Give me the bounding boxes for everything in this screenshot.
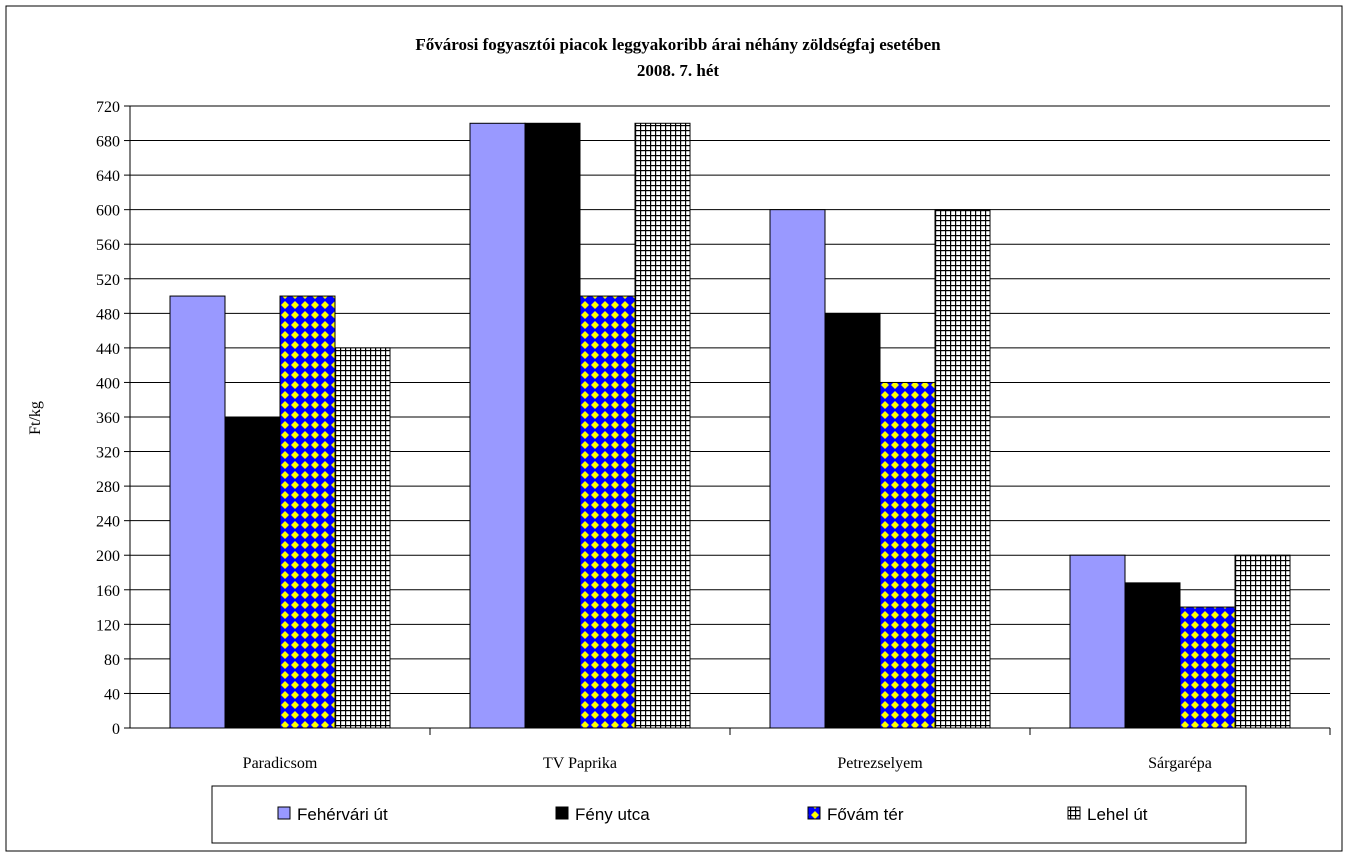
- bar-fővám-tér-tv-paprika: [579, 295, 636, 729]
- y-tick-label: 560: [96, 237, 120, 254]
- legend-label: Lehel út: [1087, 805, 1148, 824]
- bar-fény-utca-paradicsom: [224, 416, 281, 729]
- y-tick-label: 600: [96, 203, 120, 220]
- bar-fény-utca-petrezselyem: [824, 312, 881, 729]
- bar-lehel-út-sárgarépa: [1234, 554, 1291, 729]
- y-tick-label: 40: [104, 686, 120, 703]
- y-axis-label: Ft/kg: [27, 401, 44, 435]
- chart-subtitle: 2008. 7. hét: [637, 61, 720, 80]
- y-tick-label: 240: [96, 514, 120, 531]
- x-tick-labels: Paradicsom TV Paprika Petrezselyem Sárgarép…: [243, 755, 1212, 772]
- bar-fővám-tér-sárgarépa: [1179, 606, 1236, 729]
- legend-label: Fehérvári út: [297, 805, 388, 824]
- axes: [124, 105, 1331, 735]
- legend-swatch: [807, 806, 821, 820]
- x-tick-label: Paradicsom: [243, 755, 318, 772]
- y-tick-label: 440: [96, 341, 120, 358]
- bar-fehérvári-út-paradicsom: [169, 295, 226, 729]
- bar-fehérvári-út-petrezselyem: [769, 209, 826, 729]
- chart-title: Fővárosi fogyasztói piacok leggyakoribb …: [415, 35, 941, 54]
- legend-swatch: [277, 806, 291, 820]
- x-tick-label: TV Paprika: [543, 755, 617, 772]
- y-tick-label: 360: [96, 410, 120, 427]
- y-tick-label: 120: [96, 617, 120, 634]
- y-tick-label: 0: [112, 721, 120, 738]
- y-tick-labels: 0 40 80 120 160 200 240 280 320 360 400 440 480 520 56…: [96, 99, 120, 738]
- y-tick-label: 320: [96, 445, 120, 462]
- legend-swatch: [555, 806, 569, 820]
- bar-fővám-tér-petrezselyem: [879, 381, 936, 729]
- bar-lehel-út-paradicsom: [334, 347, 391, 729]
- x-tick-label: Petrezselyem: [837, 755, 923, 772]
- x-tick-label: Sárgarépa: [1148, 755, 1212, 772]
- y-tick-label: 640: [96, 168, 120, 185]
- bar-fehérvári-út-tv-paprika: [469, 122, 526, 729]
- bar-fény-utca-tv-paprika: [524, 122, 581, 729]
- y-tick-label: 160: [96, 583, 120, 600]
- y-tick-label: 680: [96, 134, 120, 151]
- bar-lehel-út-petrezselyem: [934, 209, 991, 729]
- y-tick-label: 80: [104, 652, 120, 669]
- y-tick-label: 400: [96, 375, 120, 392]
- legend-label: Fény utca: [575, 805, 650, 824]
- legend: Fehérvári út Fény utca Fővám tér Lehel út: [211, 785, 1247, 844]
- y-tick-label: 720: [96, 99, 120, 116]
- bar-lehel-út-tv-paprika: [634, 122, 691, 729]
- bar-fény-utca-sárgarépa: [1124, 582, 1181, 729]
- legend-swatch: [1067, 806, 1081, 820]
- bars: [169, 122, 1291, 729]
- bar-fehérvári-út-sárgarépa: [1069, 554, 1126, 729]
- legend-label: Fővám tér: [827, 805, 904, 824]
- y-tick-label: 200: [96, 548, 120, 565]
- y-tick-label: 480: [96, 306, 120, 323]
- y-tick-label: 280: [96, 479, 120, 496]
- bar-fővám-tér-paradicsom: [279, 295, 336, 729]
- y-tick-label: 520: [96, 272, 120, 289]
